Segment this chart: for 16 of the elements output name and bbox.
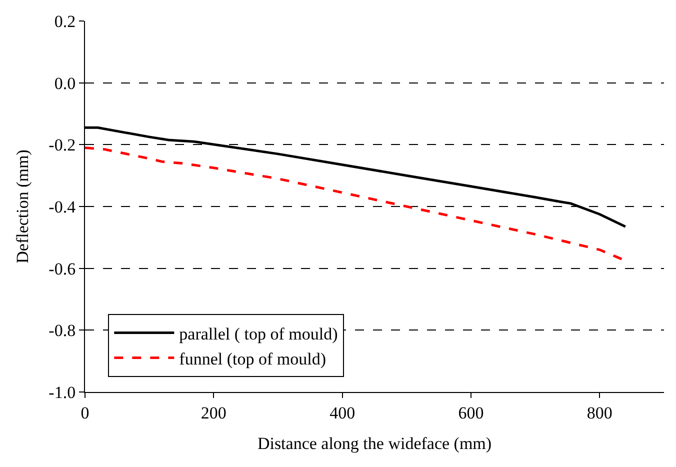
y-tick-label: -1.0 — [48, 382, 76, 402]
x-tick-label: 800 — [586, 403, 612, 422]
x-tick-label: 400 — [330, 403, 356, 422]
x-tick-label: 600 — [458, 403, 484, 422]
x-tick-label: 0 — [80, 403, 90, 422]
y-tick-label: -0.8 — [48, 321, 76, 340]
x-tick-label: 200 — [200, 403, 226, 422]
x-axis-title: Distance along the wideface (mm) — [257, 434, 492, 453]
y-tick-label: -0.2 — [48, 136, 76, 155]
y-tick-label: -0.6 — [48, 259, 76, 278]
y-tick-label: -0.4 — [48, 197, 76, 216]
legend-label: funnel (top of mould) — [179, 349, 326, 368]
y-tick-label: 0.2 — [54, 12, 76, 31]
legend-label: parallel ( top of mould) — [179, 324, 338, 344]
y-axis-title: Deflection (mm) — [13, 150, 32, 264]
y-tick-label: 0.0 — [54, 74, 76, 93]
